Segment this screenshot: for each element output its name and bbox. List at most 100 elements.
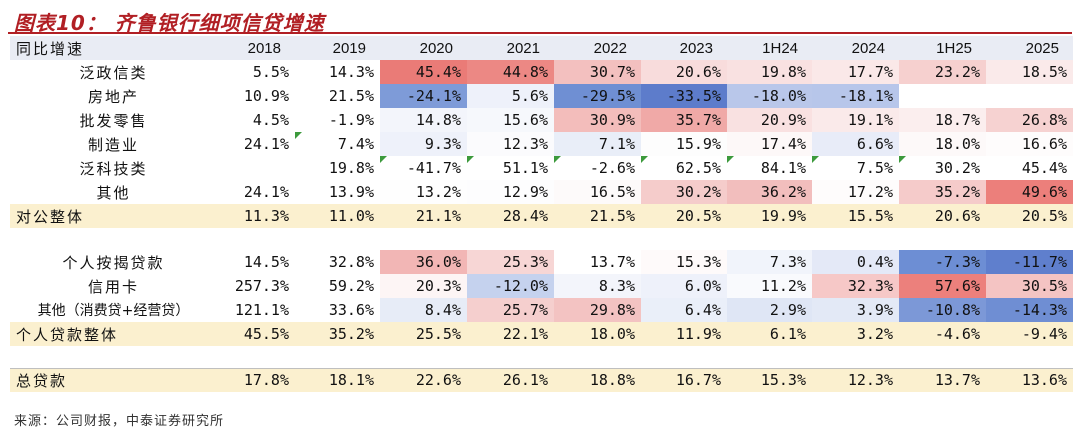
data-cell: 11.0% [295,204,380,228]
row-label [10,228,217,250]
data-cell [380,346,467,368]
data-cell: 24.1% [243,183,289,201]
data-cell: 35.2% [899,180,986,204]
data-cell: 18.8% [554,367,641,392]
data-cell: 15.5% [812,204,899,228]
table-row: 批发零售 4.5% -1.9% 14.8% 15.6% 30.9% 35.7% 20.9% 19… [10,108,1073,132]
row-label: 个人贷款整体 [10,322,217,346]
note-flag-icon [380,156,387,163]
data-cell: 8.3% [554,274,641,298]
column-header: 2022 [554,36,641,60]
data-cell: 16.7% [641,367,727,392]
data-cell: 21.5% [554,204,641,228]
data-cell: 14.3% [328,63,374,81]
data-cell: 21.1% [380,204,467,228]
data-cell [727,346,812,368]
data-cell: 20.5% [986,204,1073,228]
data-cell: 7.4% [295,132,380,156]
data-cell: 20.6% [899,204,986,228]
data-cell: 257.3% [234,277,289,295]
data-cell: 6.0% [641,274,727,298]
data-cell: 44.8% [467,60,554,84]
data-cell: 32.3% [812,274,899,298]
column-header: 2023 [641,36,727,60]
data-cell: 20.5% [641,204,727,228]
data-cell: 6.6% [812,132,899,156]
data-cell: 11.3% [217,204,295,228]
title-bar: 图表10： 齐鲁银行细项信贷增速 [8,6,1072,35]
data-cell [986,346,1073,368]
data-cell: -18.1% [812,84,899,108]
data-cell: 10.9% [243,87,289,105]
data-cell: 15.9% [641,132,727,156]
row-label: 泛科技类 [79,159,148,178]
data-cell: 33.6% [328,301,374,319]
data-cell: 12.9% [467,180,554,204]
data-cell: 14.8% [380,108,467,132]
data-cell: 45.5% [217,322,295,346]
column-header: 2018 [217,36,295,60]
data-cell: 17.8% [217,367,295,392]
data-cell [727,228,812,250]
data-cell: 20.3% [380,274,467,298]
data-cell: 22.6% [380,367,467,392]
data-cell: 30.9% [554,108,641,132]
data-cell: 20.6% [641,60,727,84]
data-cell: 17.2% [812,180,899,204]
table-row: 其他（消费贷+经营贷） 121.1% 33.6% 8.4% 25.7% 29.8% 6.4%… [10,298,1073,322]
data-cell: 51.1% [467,156,554,180]
total-row: 个人贷款整体 45.5% 35.2% 25.5% 22.1% 18.0% 11.9% 6.1%… [10,322,1073,346]
data-cell: 7.3% [727,250,812,274]
data-cell [295,228,380,250]
data-cell: 18.5% [986,60,1073,84]
data-cell: 5.6% [467,84,554,108]
chart-title: 图表10： 齐鲁银行细项信贷增速 [14,11,325,35]
data-cell: 11.2% [727,274,812,298]
data-cell: -14.3% [986,298,1073,322]
data-cell: -18.0% [727,84,812,108]
row-label: 个人按揭贷款 [62,253,165,272]
table-row: 房地产 10.9% 21.5% -24.1% 5.6% -29.5% -33.5% -18.0… [10,84,1073,108]
note-flag-icon [899,156,906,163]
data-cell: 13.7% [899,367,986,392]
source-note: 来源：公司财报，中泰证券研究所 [14,414,225,429]
data-cell: -41.7% [380,156,467,180]
data-cell: 9.3% [380,132,467,156]
data-cell: 45.4% [380,60,467,84]
column-header: 2024 [812,36,899,60]
row-label: 批发零售 [79,111,148,130]
data-cell: 84.1% [727,156,812,180]
column-header: 2021 [467,36,554,60]
data-cell: 32.8% [328,253,374,271]
table-row: 制造业 24.1% 7.4% 9.3% 12.3% 7.1% 15.9% 17.4% 6.6% 1… [10,132,1073,156]
column-header: 1H24 [727,36,812,60]
note-flag-icon [295,132,302,139]
data-cell: 36.2% [727,180,812,204]
data-cell [812,346,899,368]
data-cell: 15.6% [467,108,554,132]
data-cell: 21.5% [328,87,374,105]
data-cell: 19.1% [812,108,899,132]
data-cell: 3.9% [812,298,899,322]
data-cell [899,228,986,250]
data-cell: 35.2% [295,322,380,346]
data-cell: 29.8% [554,298,641,322]
header-row: 同比增速 2018 2019 2020 2021 2022 2023 1H24 2024 1H25… [10,36,1073,60]
data-cell: 14.5% [243,253,289,271]
data-cell: 6.1% [727,322,812,346]
data-cell [467,228,554,250]
data-cell: 25.5% [380,322,467,346]
row-label [10,346,217,368]
data-cell: 2.9% [727,298,812,322]
data-cell [812,228,899,250]
data-cell: 18.0% [899,132,986,156]
data-cell: 36.0% [380,250,467,274]
data-cell: 15.3% [727,367,812,392]
data-cell: 7.5% [812,156,899,180]
data-cell: -29.5% [554,84,641,108]
row-label: 其他（消费贷+经营贷） [37,303,190,319]
growth-table: 同比增速 2018 2019 2020 2021 2022 2023 1H24 2024 1H25… [10,36,1073,392]
data-cell: 18.1% [295,367,380,392]
note-flag-icon [641,156,648,163]
data-cell: 59.2% [328,277,374,295]
